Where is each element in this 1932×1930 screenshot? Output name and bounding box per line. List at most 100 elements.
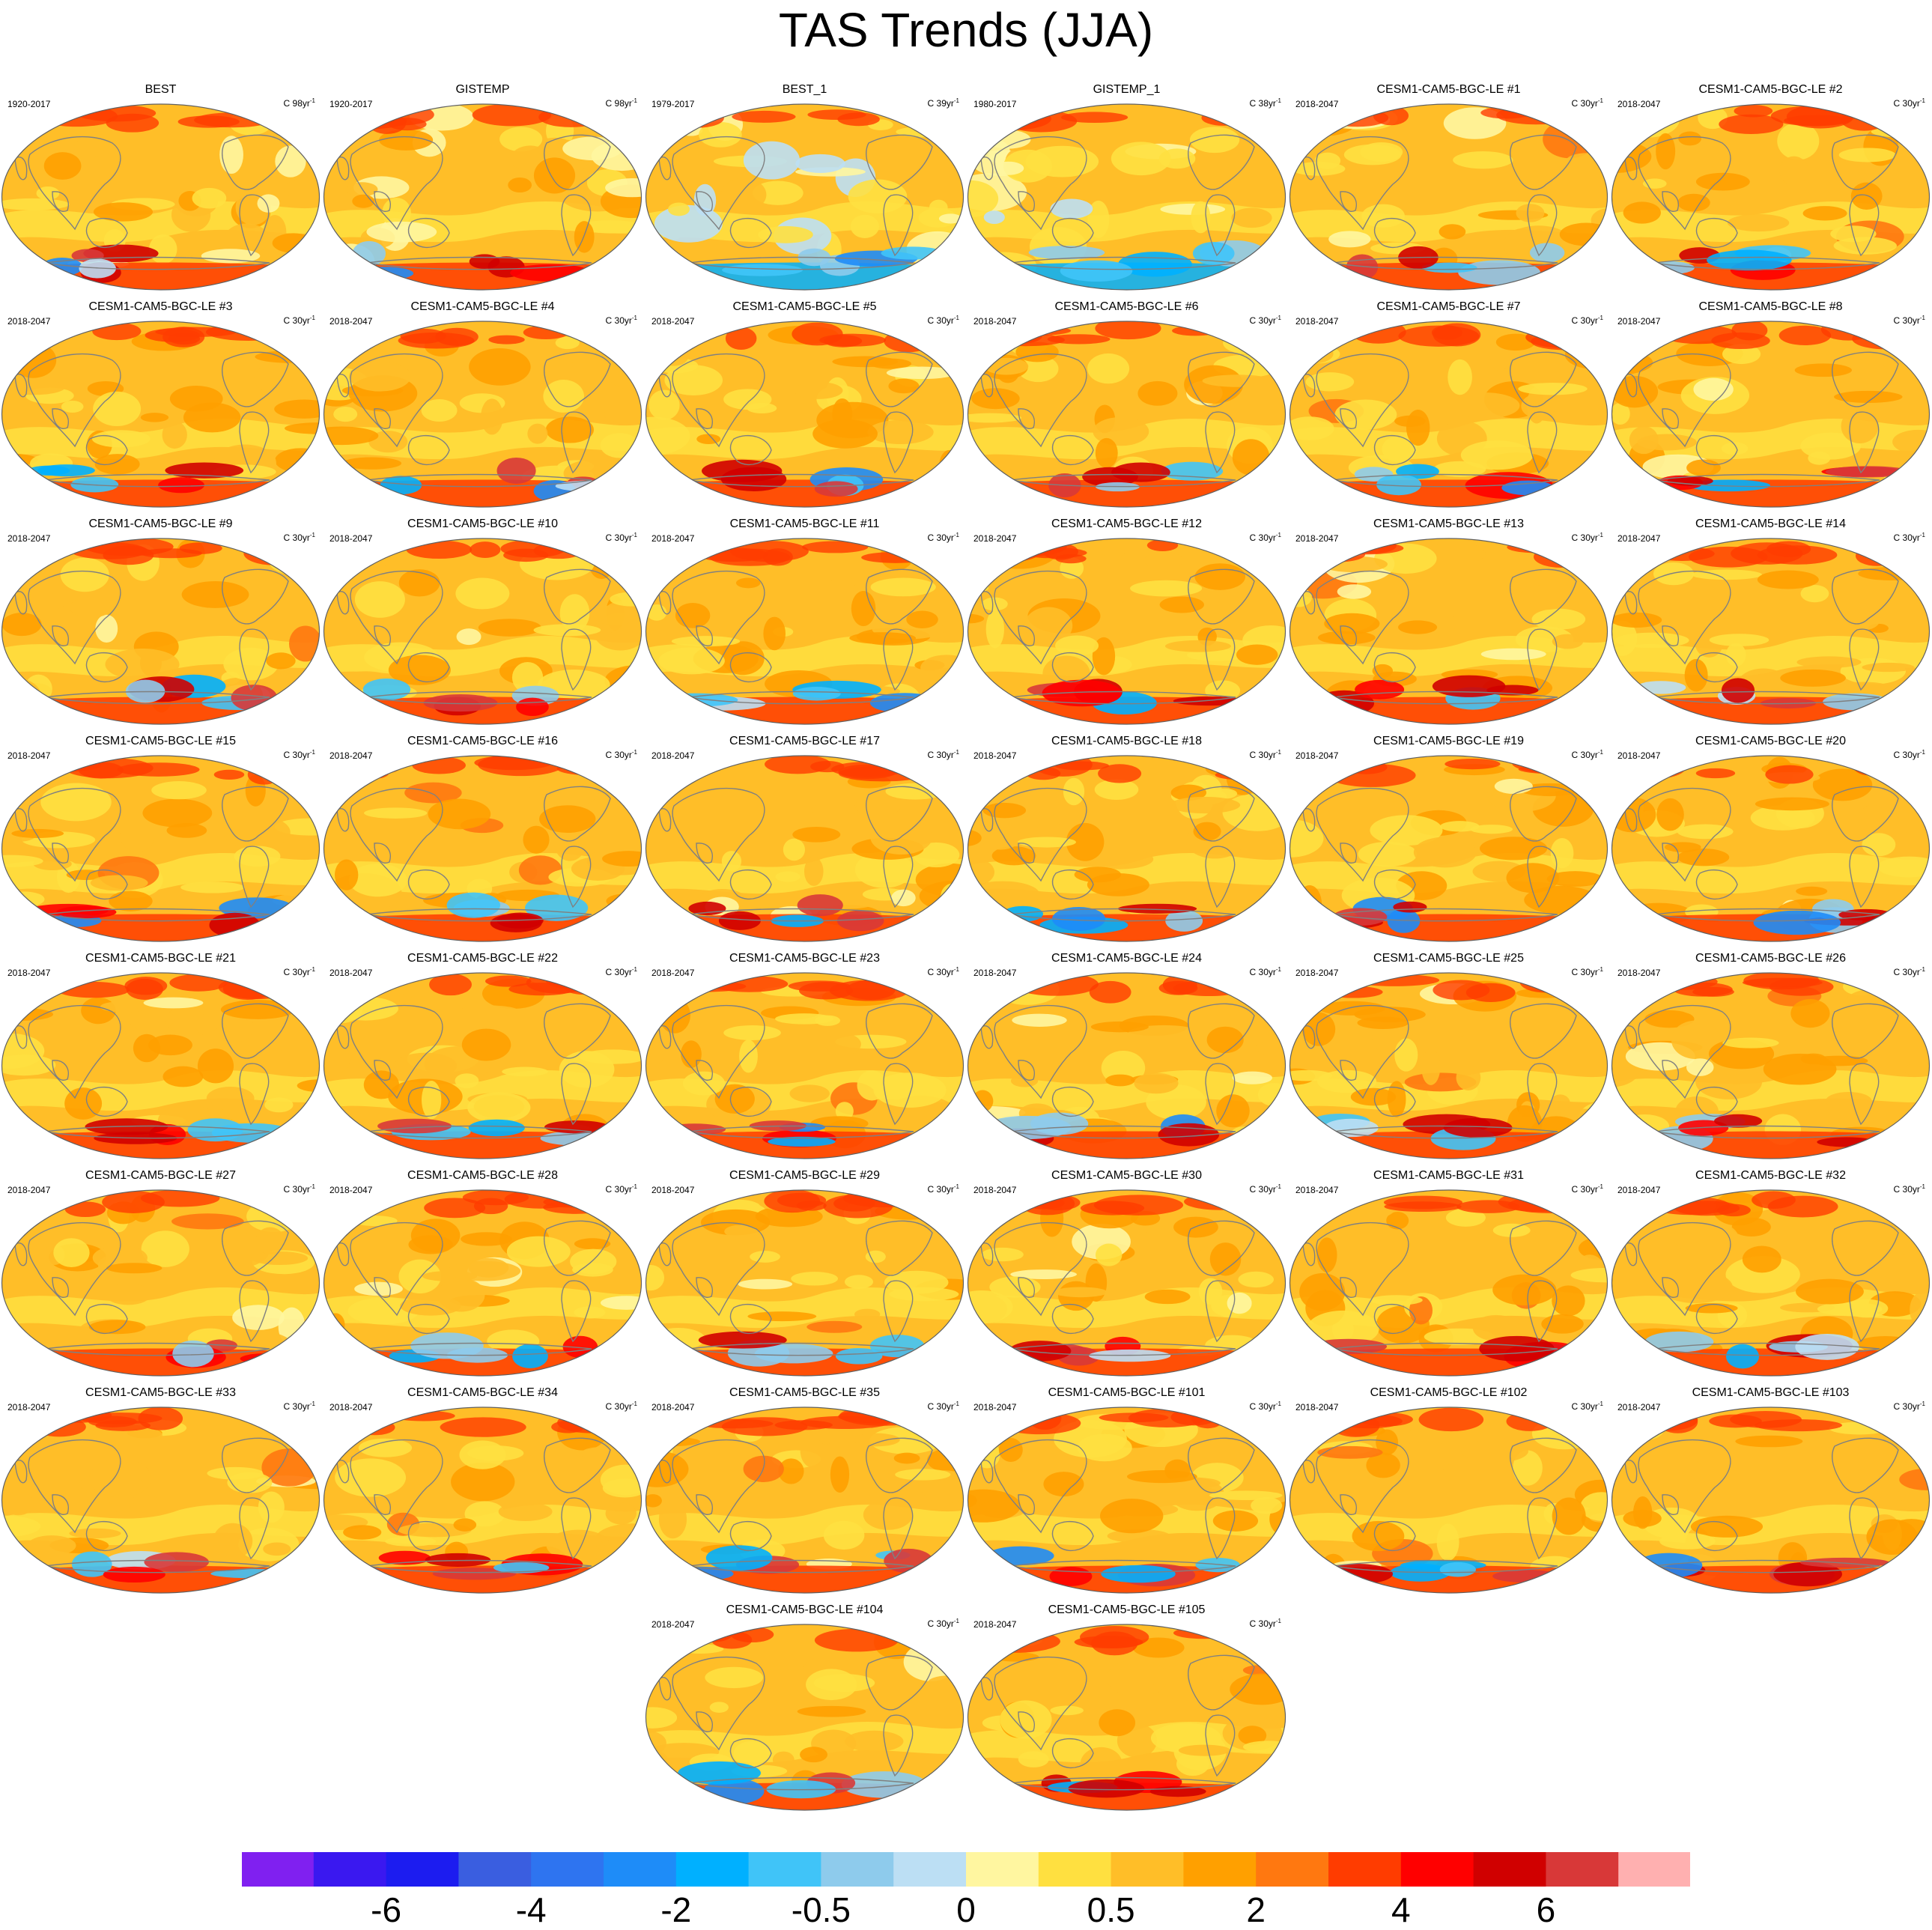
panel-period: 2018-2047	[1295, 968, 1339, 978]
colorbar-swatch	[675, 1851, 750, 1887]
panel-unit-text: C 30yr	[605, 750, 632, 760]
trend-map	[1, 1189, 321, 1377]
colorbar-tick-label: 4	[1391, 1890, 1411, 1929]
trend-map	[1611, 1406, 1931, 1594]
panel-unit: C 30yr-1	[1250, 313, 1281, 326]
panel-unit-text: C 30yr	[1249, 967, 1276, 977]
panel-unit: C 38yr-1	[1250, 96, 1281, 109]
trend-map	[1611, 538, 1931, 725]
panel-unit: C 30yr-1	[284, 965, 315, 977]
trend-map	[645, 1624, 965, 1811]
map-panel: CESM1-CAM5-BGC-LE #34 2018-2047 C 30yr-1	[322, 1386, 643, 1595]
panel-title: CESM1-CAM5-BGC-LE #34	[407, 1386, 558, 1399]
colorbar-swatch	[1111, 1851, 1184, 1887]
panel-unit: C 30yr-1	[284, 1182, 315, 1195]
colorbar-swatch	[531, 1851, 604, 1887]
trend-map	[1611, 103, 1931, 291]
panel-unit-text: C 30yr	[605, 315, 632, 326]
colorbar-tick-label: -4	[515, 1890, 547, 1929]
panel-unit-exponent: -1	[1275, 315, 1281, 321]
panel-unit-exponent: -1	[309, 1401, 315, 1407]
trend-map	[1, 1406, 321, 1594]
panel-unit: C 30yr-1	[1894, 1399, 1925, 1412]
panel-title: CESM1-CAM5-BGC-LE #10	[407, 518, 558, 530]
trend-map	[1289, 1406, 1609, 1594]
panel-unit-text: C 30yr	[605, 1401, 632, 1412]
panel-unit-exponent: -1	[1275, 749, 1281, 756]
panel-title: BEST	[145, 83, 177, 96]
panel-unit-text: C 30yr	[927, 532, 954, 543]
panel-title: CESM1-CAM5-BGC-LE #12	[1051, 518, 1202, 530]
trend-map	[1611, 755, 1931, 942]
panel-unit-exponent: -1	[631, 97, 637, 104]
map-panel: CESM1-CAM5-BGC-LE #7 2018-2047 C 30yr-1	[1288, 300, 1609, 509]
colorbar-swatch	[1473, 1851, 1546, 1887]
trend-map	[645, 1189, 965, 1377]
panel-period: 1920-2017	[329, 99, 373, 109]
map-panel: CESM1-CAM5-BGC-LE #1 2018-2047 C 30yr-1	[1288, 82, 1609, 292]
map-panel: CESM1-CAM5-BGC-LE #23 2018-2047 C 30yr-1	[644, 951, 965, 1161]
panel-unit: C 30yr-1	[1572, 96, 1603, 109]
trend-map	[645, 755, 965, 942]
panel-title: CESM1-CAM5-BGC-LE #35	[729, 1386, 880, 1399]
panel-title: CESM1-CAM5-BGC-LE #32	[1695, 1169, 1846, 1182]
colorbar-swatch	[1400, 1851, 1474, 1887]
colorbar-swatch	[1256, 1851, 1329, 1887]
trend-map	[1289, 103, 1609, 291]
panel-period: 2018-2047	[651, 316, 695, 327]
panel-unit: C 30yr-1	[606, 965, 637, 977]
colorbar-swatch	[386, 1851, 459, 1887]
panel-unit: C 30yr-1	[1894, 313, 1925, 326]
panel-period: 2018-2047	[329, 750, 373, 761]
panel-period: 2018-2047	[973, 533, 1017, 544]
panel-period: 2018-2047	[651, 1619, 695, 1630]
panel-period: 2018-2047	[651, 750, 695, 761]
panel-unit: C 30yr-1	[928, 530, 959, 543]
map-panel: CESM1-CAM5-BGC-LE #14 2018-2047 C 30yr-1	[1610, 517, 1931, 726]
panel-period: 2018-2047	[973, 316, 1017, 327]
panel-title: CESM1-CAM5-BGC-LE #28	[407, 1169, 558, 1182]
panel-unit: C 30yr-1	[928, 1182, 959, 1195]
panel-unit: C 30yr-1	[284, 1399, 315, 1412]
map-panel: CESM1-CAM5-BGC-LE #8 2018-2047 C 30yr-1	[1610, 300, 1931, 509]
colorbar-swatch	[1183, 1851, 1257, 1887]
panel-unit: C 30yr-1	[1894, 530, 1925, 543]
panel-unit: C 98yr-1	[606, 96, 637, 109]
panel-unit-exponent: -1	[953, 1401, 959, 1407]
map-panel: CESM1-CAM5-BGC-LE #24 2018-2047 C 30yr-1	[966, 951, 1287, 1161]
panel-period: 2018-2047	[1617, 533, 1661, 544]
panel-unit-text: C 98yr	[605, 98, 632, 109]
panel-unit-text: C 30yr	[1249, 1184, 1276, 1195]
panel-unit-text: C 30yr	[1249, 1401, 1276, 1412]
panel-unit-exponent: -1	[1275, 1183, 1281, 1190]
panel-unit-text: C 30yr	[605, 1184, 632, 1195]
panel-unit-exponent: -1	[1919, 315, 1925, 321]
panel-unit: C 30yr-1	[1250, 965, 1281, 977]
map-panel: CESM1-CAM5-BGC-LE #6 2018-2047 C 30yr-1	[966, 300, 1287, 509]
panel-period: 2018-2047	[651, 1402, 695, 1412]
trend-map	[1, 972, 321, 1159]
map-panel: CESM1-CAM5-BGC-LE #35 2018-2047 C 30yr-1	[644, 1386, 965, 1595]
panel-unit: C 30yr-1	[1250, 1399, 1281, 1412]
panel-period: 2018-2047	[7, 750, 51, 761]
panel-title: CESM1-CAM5-BGC-LE #13	[1373, 518, 1524, 530]
panel-unit-exponent: -1	[1597, 97, 1603, 104]
map-panel: GISTEMP_1 1980-2017 C 38yr-1	[966, 82, 1287, 292]
panel-period: 2018-2047	[973, 1402, 1017, 1412]
panel-period: 2018-2047	[329, 1402, 373, 1412]
trend-map	[1, 538, 321, 725]
trend-map	[1611, 972, 1931, 1159]
colorbar-swatch	[893, 1851, 967, 1887]
panel-unit: C 30yr-1	[606, 1182, 637, 1195]
trend-map	[323, 755, 643, 942]
trend-map	[323, 103, 643, 291]
panel-unit-exponent: -1	[309, 1183, 315, 1190]
panel-unit: C 30yr-1	[1894, 965, 1925, 977]
panel-unit-exponent: -1	[1597, 315, 1603, 321]
panel-unit-text: C 30yr	[283, 1401, 310, 1412]
map-panel: CESM1-CAM5-BGC-LE #9 2018-2047 C 30yr-1	[0, 517, 321, 726]
panel-title: BEST_1	[782, 83, 827, 96]
panel-unit-exponent: -1	[309, 966, 315, 973]
panel-unit-text: C 39yr	[927, 98, 954, 109]
trend-map	[645, 1406, 965, 1594]
